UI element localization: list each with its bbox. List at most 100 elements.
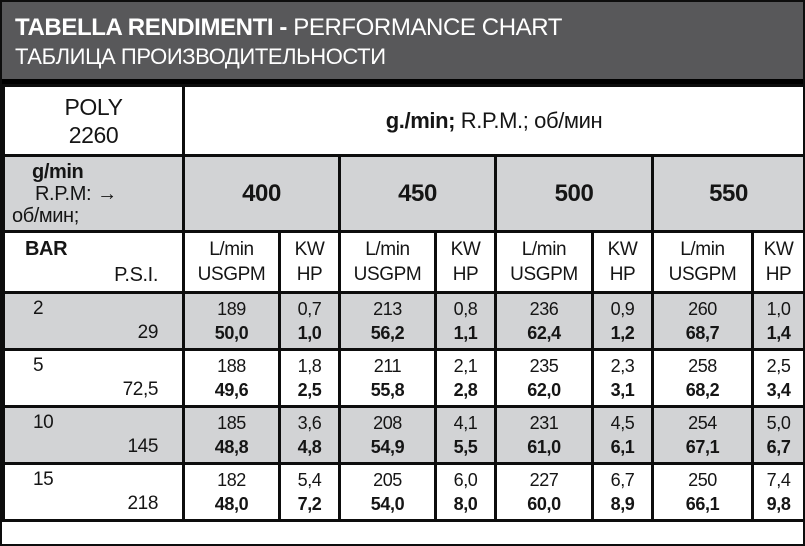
- metric-top-value: 260: [688, 299, 717, 319]
- metric-top-value: 4,1: [453, 413, 478, 433]
- power-unit-header: KW HP: [591, 230, 654, 294]
- power-value-cell: 3,6 4,8: [278, 405, 341, 465]
- title-italian: TABELLA RENDIMENTI -: [15, 14, 294, 41]
- imperial-bottom-value: 1,2: [610, 323, 635, 343]
- imperial-bottom-value: 48,8: [214, 437, 249, 457]
- imperial-bottom-value: 54,9: [370, 437, 405, 457]
- flow-unit-header: L/min USGPM: [338, 230, 437, 294]
- imperial-bottom-value: 7,2: [297, 494, 322, 514]
- rpm-label-cell: g/min R.P.M: → об/мин;: [2, 154, 185, 233]
- imperial-bottom-value: 4,8: [297, 437, 322, 457]
- power-unit-bottom: HP: [609, 264, 636, 285]
- table-row: 2 29 189 50,0 0,7 1,0 213 56,2 0,8 1,1 236 62,4 0,9 1…: [2, 291, 805, 351]
- imperial-bottom-value: 50,0: [214, 323, 249, 343]
- power-unit-top: KW: [607, 239, 638, 260]
- bar-header-label: BAR: [25, 238, 68, 260]
- bar-value: 10: [33, 412, 54, 433]
- power-value-cell: 6,0 8,0: [434, 462, 497, 522]
- metric-top-value: 6,7: [610, 470, 635, 490]
- title-russian: ТАБЛИЦА ПРОИЗВОДИТЕЛЬНОСТИ: [15, 44, 386, 69]
- model-row: POLY 2260 g./min; R.P.M.; об/мин: [2, 84, 805, 157]
- power-value-cell: 4,5 6,1: [591, 405, 654, 465]
- flow-value-cell: 182 48,0: [182, 462, 281, 522]
- metric-top-value: 4,5: [610, 413, 635, 433]
- rpm-header-row: g/min R.P.M: → об/мин; 400 450 500 550: [2, 154, 805, 233]
- metric-top-value: 211: [373, 356, 402, 376]
- flow-value-cell: 208 54,9: [338, 405, 437, 465]
- flow-value-cell: 258 68,2: [651, 348, 754, 408]
- metric-top-value: 5,4: [297, 470, 322, 490]
- units-rpm: R.P.M.; об/мин: [460, 107, 603, 133]
- title-bar: TABELLA RENDIMENTI - PERFORMANCE CHART Т…: [2, 2, 803, 84]
- imperial-bottom-value: 55,8: [370, 380, 405, 400]
- rpm-speed-400: 400: [182, 154, 341, 233]
- flow-value-cell: 250 66,1: [651, 462, 754, 522]
- metric-top-value: 185: [217, 413, 246, 433]
- imperial-bottom-value: 9,8: [766, 494, 791, 514]
- power-value-cell: 6,7 8,9: [591, 462, 654, 522]
- flow-unit-top: L/min: [209, 239, 254, 260]
- imperial-bottom-value: 8,0: [453, 494, 478, 514]
- flow-value-cell: 205 54,0: [338, 462, 437, 522]
- metric-top-value: 1,8: [297, 356, 322, 376]
- flow-unit-top: L/min: [680, 239, 725, 260]
- imperial-bottom-value: 67,1: [685, 437, 720, 457]
- imperial-bottom-value: 5,5: [453, 437, 478, 457]
- power-value-cell: 5,0 6,7: [750, 405, 805, 465]
- flow-unit-header: L/min USGPM: [494, 230, 594, 294]
- right-arrow-icon: →: [97, 182, 118, 205]
- metric-top-value: 2,3: [610, 356, 635, 376]
- imperial-bottom-value: 62,4: [527, 323, 561, 343]
- metric-top-value: 236: [529, 299, 559, 319]
- imperial-bottom-value: 1,1: [453, 323, 478, 343]
- power-unit-top: KW: [763, 239, 794, 260]
- column-header-row: BAR P.S.I. L/min USGPM KW HP L/min USGPM KW HP L…: [2, 230, 805, 294]
- metric-top-value: 0,7: [297, 299, 322, 319]
- imperial-bottom-value: 68,2: [685, 380, 720, 400]
- metric-top-value: 2,5: [766, 356, 791, 376]
- metric-top-value: 208: [373, 413, 402, 433]
- page-title: TABELLA RENDIMENTI - PERFORMANCE CHART: [15, 12, 793, 43]
- metric-top-value: 231: [529, 413, 559, 433]
- power-value-cell: 2,5 3,4: [750, 348, 805, 408]
- metric-top-value: 213: [373, 299, 402, 319]
- power-value-cell: 7,4 9,8: [750, 462, 805, 522]
- flow-unit-header: L/min USGPM: [182, 230, 281, 294]
- power-value-cell: 2,1 2,8: [434, 348, 497, 408]
- imperial-bottom-value: 66,1: [685, 494, 720, 514]
- power-value-cell: 1,8 2,5: [278, 348, 341, 408]
- imperial-bottom-value: 60,0: [527, 494, 561, 514]
- rpm-label-gmin: g/min: [32, 160, 84, 183]
- metric-top-value: 5,0: [766, 413, 791, 433]
- imperial-bottom-value: 61,0: [527, 437, 561, 457]
- metric-top-value: 182: [217, 470, 246, 490]
- rpm-speed-550: 550: [650, 154, 805, 233]
- model-name-cell: POLY 2260: [2, 84, 185, 157]
- power-value-cell: 2,3 3,1: [591, 348, 654, 408]
- metric-top-value: 250: [688, 470, 717, 490]
- power-value-cell: 4,1 5,5: [434, 405, 497, 465]
- flow-value-cell: 235 62,0: [494, 348, 594, 408]
- metric-top-value: 2,1: [453, 356, 478, 376]
- metric-top-value: 189: [217, 299, 246, 319]
- flow-value-cell: 188 49,6: [182, 348, 281, 408]
- power-unit-bottom: HP: [452, 264, 479, 285]
- metric-top-value: 254: [688, 413, 717, 433]
- power-unit-header: KW HP: [278, 230, 341, 294]
- power-value-cell: 0,8 1,1: [434, 291, 497, 351]
- rpm-label-obmin: об/мин;: [12, 204, 79, 227]
- imperial-bottom-value: 2,8: [453, 380, 478, 400]
- metric-top-value: 0,9: [610, 299, 635, 319]
- table-row: 5 72,5 188 49,6 1,8 2,5 211 55,8 2,1 2,8 235 62,0 2,…: [2, 348, 805, 408]
- imperial-bottom-value: 3,4: [766, 380, 791, 400]
- power-unit-header: KW HP: [434, 230, 497, 294]
- rpm-label-rpm: R.P.M: →: [35, 182, 118, 205]
- model-name-line2: 2260: [68, 121, 119, 148]
- psi-value: 145: [127, 436, 158, 457]
- flow-value-cell: 254 67,1: [651, 405, 754, 465]
- performance-table: POLY 2260 g./min; R.P.M.; об/мин g/min R…: [2, 84, 805, 522]
- imperial-bottom-value: 8,9: [610, 494, 635, 514]
- metric-top-value: 205: [373, 470, 402, 490]
- flow-value-cell: 227 60,0: [494, 462, 594, 522]
- flow-unit-bottom: USGPM: [197, 264, 266, 285]
